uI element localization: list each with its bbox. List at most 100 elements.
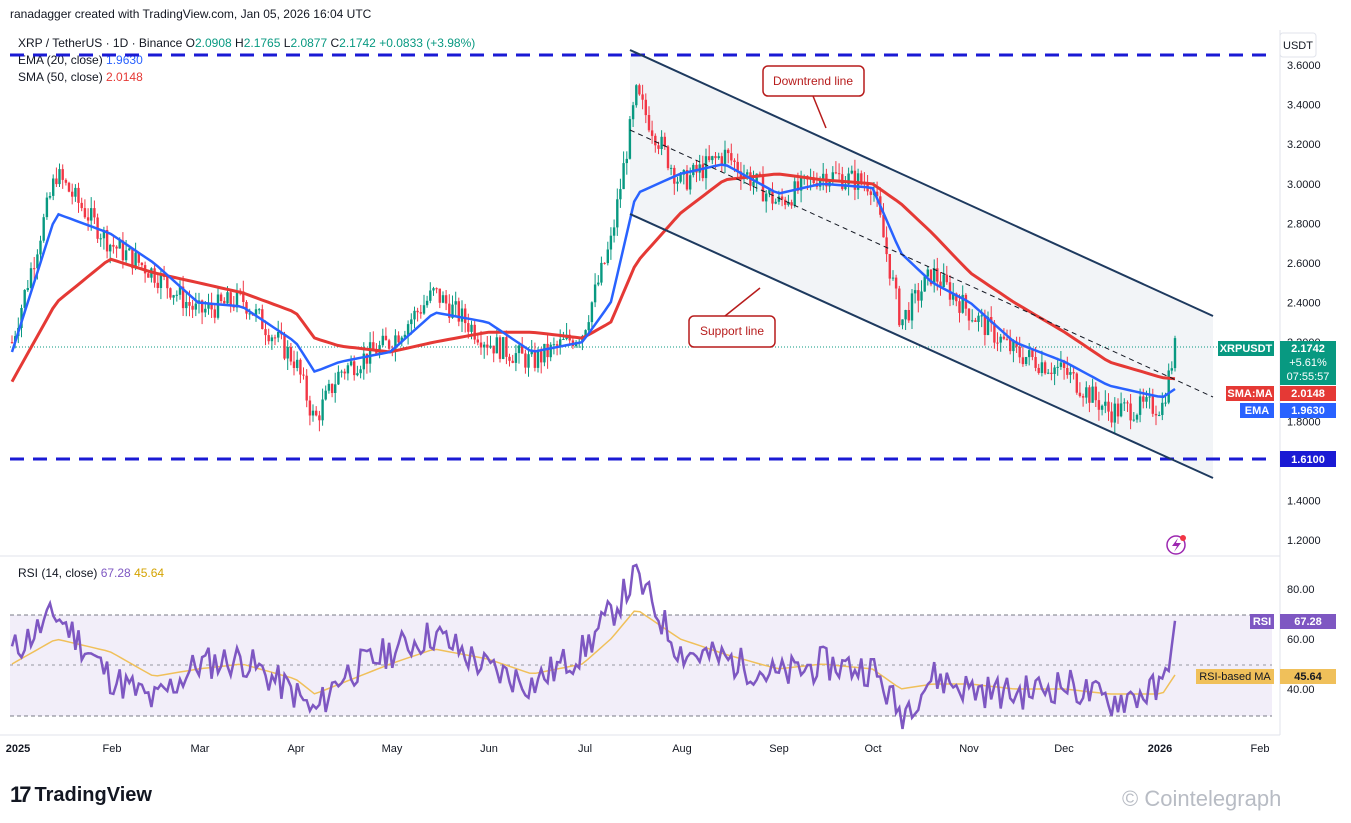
candle-body: [330, 383, 334, 393]
time-tick-12: 2026: [1148, 743, 1172, 755]
candle-body: [118, 240, 121, 249]
candle-body: [695, 164, 698, 173]
rsi-legend: RSI (14, close) 67.28 45.64: [18, 566, 164, 580]
tradingview-logo[interactable]: 17 TradingView: [10, 782, 152, 808]
candle-body: [254, 309, 258, 316]
candle-body: [901, 319, 904, 326]
candle-body: [327, 383, 331, 391]
candle-body: [850, 170, 853, 174]
ema20-line[interactable]: [10, 163, 1176, 399]
candle-body: [147, 273, 150, 278]
candle-body: [372, 342, 375, 351]
watermark-icon: ©: [1122, 786, 1139, 811]
legend-low: 2.0877: [290, 36, 328, 50]
price-value-tag: 2.1742: [1291, 343, 1325, 355]
candle-body: [105, 230, 109, 252]
candle-body: [517, 345, 521, 354]
candle-body: [93, 208, 96, 218]
candle-body: [381, 335, 384, 346]
rsi-axis[interactable]: 80.00 60.00 40.00: [1287, 584, 1315, 696]
countdown-tag: 07:55:57: [1287, 371, 1330, 383]
candle-body: [448, 303, 451, 318]
candle-body: [894, 277, 898, 289]
legend-high: 2.1765: [243, 36, 281, 50]
tradingview-brand: TradingView: [34, 783, 152, 806]
candle-body: [61, 169, 64, 180]
candle-body: [717, 156, 720, 159]
candle-body: [1116, 403, 1120, 417]
candle-body: [752, 181, 755, 186]
rsi-line[interactable]: [10, 563, 1177, 730]
price-tick-0: 3.6000: [1287, 60, 1321, 72]
candle-body: [464, 308, 467, 324]
candle-body: [1107, 401, 1110, 412]
candle-body: [980, 315, 983, 317]
sma50-line[interactable]: [10, 172, 1176, 383]
legend-sma-label[interactable]: SMA (50, close): [18, 70, 103, 84]
candle-body: [1161, 402, 1164, 415]
rsi-tick-1: 60.00: [1287, 634, 1315, 646]
candle-body: [1088, 387, 1091, 403]
candle-body: [663, 136, 666, 147]
candle-body: [1028, 350, 1031, 358]
candle-body: [910, 293, 914, 321]
lightning-icon[interactable]: [1166, 535, 1186, 555]
candle-body: [1062, 362, 1066, 368]
support-callout[interactable]: Support line: [688, 287, 776, 348]
candle-body: [768, 189, 771, 194]
candle-body: [1078, 392, 1082, 397]
rsi-title[interactable]: RSI (14, close): [18, 566, 98, 580]
candle-body: [606, 249, 609, 264]
rsi-ma-value: 45.64: [134, 566, 165, 580]
candle-body: [48, 196, 52, 198]
legend-symbol[interactable]: XRP / TetherUS · 1D · Binance: [18, 36, 183, 50]
candle-body: [1142, 396, 1145, 402]
legend-open: 2.0908: [194, 36, 232, 50]
candle-body: [1110, 411, 1113, 423]
downtrend-callout[interactable]: Downtrend line: [762, 65, 865, 129]
candle-body: [346, 365, 350, 374]
candle-body: [711, 156, 714, 161]
candle-body: [58, 169, 61, 185]
candle-body: [223, 300, 226, 304]
channel-midline: [629, 129, 1214, 398]
candle-body: [929, 269, 933, 285]
candle-body: [299, 359, 302, 375]
candle-body: [42, 217, 45, 241]
candle-body: [1024, 357, 1028, 364]
candle-body: [267, 335, 270, 342]
candle-body: [822, 173, 825, 179]
candle-body: [1138, 396, 1142, 415]
candle-body: [492, 345, 495, 354]
candle-body: [834, 172, 838, 174]
candle-body: [36, 254, 39, 269]
candle-body: [185, 302, 188, 309]
candle-body: [584, 330, 587, 336]
candle-body: [546, 343, 549, 358]
downtrend-line[interactable]: [629, 49, 1214, 317]
candle-body: [511, 360, 514, 363]
candle-body: [242, 291, 245, 302]
candle-body: [52, 178, 55, 196]
time-axis[interactable]: 2025 Feb Mar Apr May Jun Jul Aug Sep Oct Nov Dec 202…: [6, 743, 1270, 755]
candle-body: [99, 238, 102, 240]
price-axis[interactable]: USDT 3.6000 3.4000 3.2000 3.0000 2.8000 2.600…: [1279, 32, 1321, 547]
candle-body: [853, 170, 857, 190]
price-tick-9: 1.4000: [1287, 495, 1321, 507]
candle-body: [1072, 372, 1075, 374]
candle-body: [939, 281, 942, 287]
candle-body: [514, 353, 518, 363]
candle-body: [904, 310, 907, 320]
candle-body: [885, 237, 888, 255]
candle-body: [619, 189, 622, 200]
candle-body: [1170, 368, 1173, 371]
support-level-tag-value: 1.6100: [1291, 454, 1325, 466]
legend-sma-value: 2.0148: [106, 70, 143, 84]
candle-body: [1132, 419, 1135, 421]
candle-body: [926, 269, 929, 277]
candle-body: [1091, 386, 1094, 403]
support-channel-line[interactable]: [629, 213, 1214, 479]
downtrend-callout-text: Downtrend line: [773, 74, 853, 88]
time-tick-7: Aug: [672, 743, 692, 755]
